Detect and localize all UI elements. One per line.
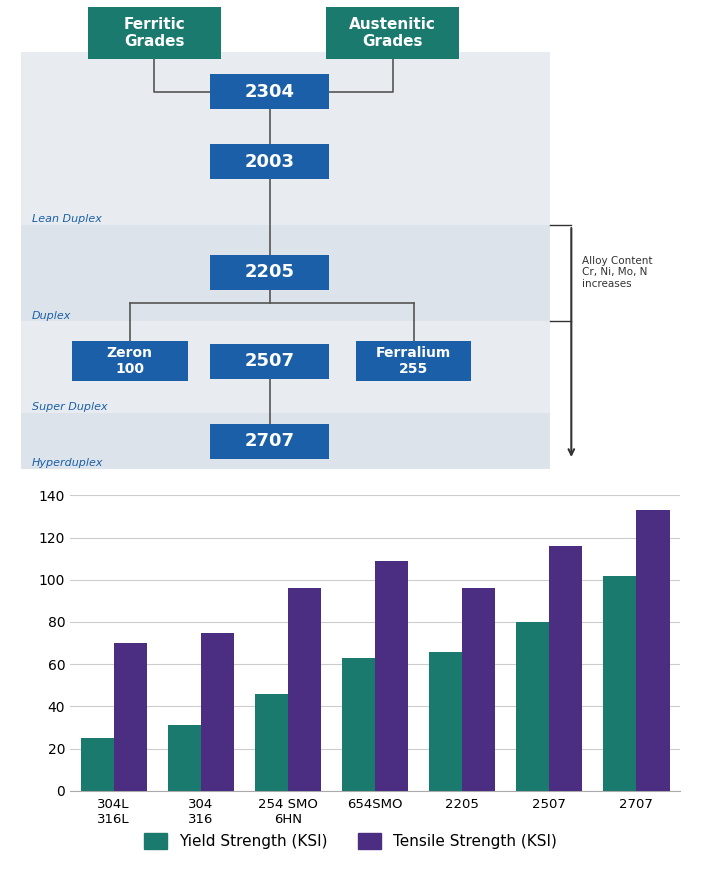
Bar <box>21 322 550 413</box>
Bar <box>326 7 459 59</box>
Bar <box>637 510 669 791</box>
Text: Hyperduplex: Hyperduplex <box>32 458 103 468</box>
Text: Ferralium
255: Ferralium 255 <box>376 346 451 376</box>
Bar <box>254 693 288 791</box>
Text: Zeron
100: Zeron 100 <box>107 346 153 376</box>
Bar <box>604 575 637 791</box>
Text: Ferritic
Grades: Ferritic Grades <box>123 17 185 49</box>
Text: 2304: 2304 <box>245 83 295 101</box>
Bar <box>462 588 496 791</box>
Bar <box>210 423 329 459</box>
Bar <box>210 344 329 379</box>
Bar <box>210 255 329 289</box>
Bar <box>210 74 329 109</box>
Text: Austenitic
Grades: Austenitic Grades <box>349 17 436 49</box>
Bar <box>21 225 550 322</box>
Bar <box>81 738 114 791</box>
Bar <box>356 342 471 381</box>
Bar <box>342 658 375 791</box>
Bar <box>288 588 321 791</box>
Bar <box>429 652 462 791</box>
Bar <box>200 633 234 791</box>
Bar <box>516 622 550 791</box>
Text: 2003: 2003 <box>245 153 295 171</box>
Bar <box>168 726 200 791</box>
Text: 2507: 2507 <box>245 352 295 370</box>
Text: 2707: 2707 <box>245 432 295 450</box>
Bar <box>550 546 583 791</box>
Bar <box>21 51 550 225</box>
Text: Alloy Content
Cr, Ni, Mo, N
increases: Alloy Content Cr, Ni, Mo, N increases <box>582 255 653 289</box>
Bar <box>210 144 329 180</box>
Text: Duplex: Duplex <box>32 310 71 321</box>
Bar <box>114 643 147 791</box>
Bar <box>375 561 408 791</box>
Text: Super Duplex: Super Duplex <box>32 402 107 412</box>
Bar <box>72 342 188 381</box>
Bar <box>21 413 550 469</box>
Bar <box>88 7 221 59</box>
Legend: Yield Strength (KSI), Tensile Strength (KSI): Yield Strength (KSI), Tensile Strength (… <box>136 826 565 857</box>
Text: 2205: 2205 <box>245 263 295 282</box>
Text: Lean Duplex: Lean Duplex <box>32 215 102 224</box>
